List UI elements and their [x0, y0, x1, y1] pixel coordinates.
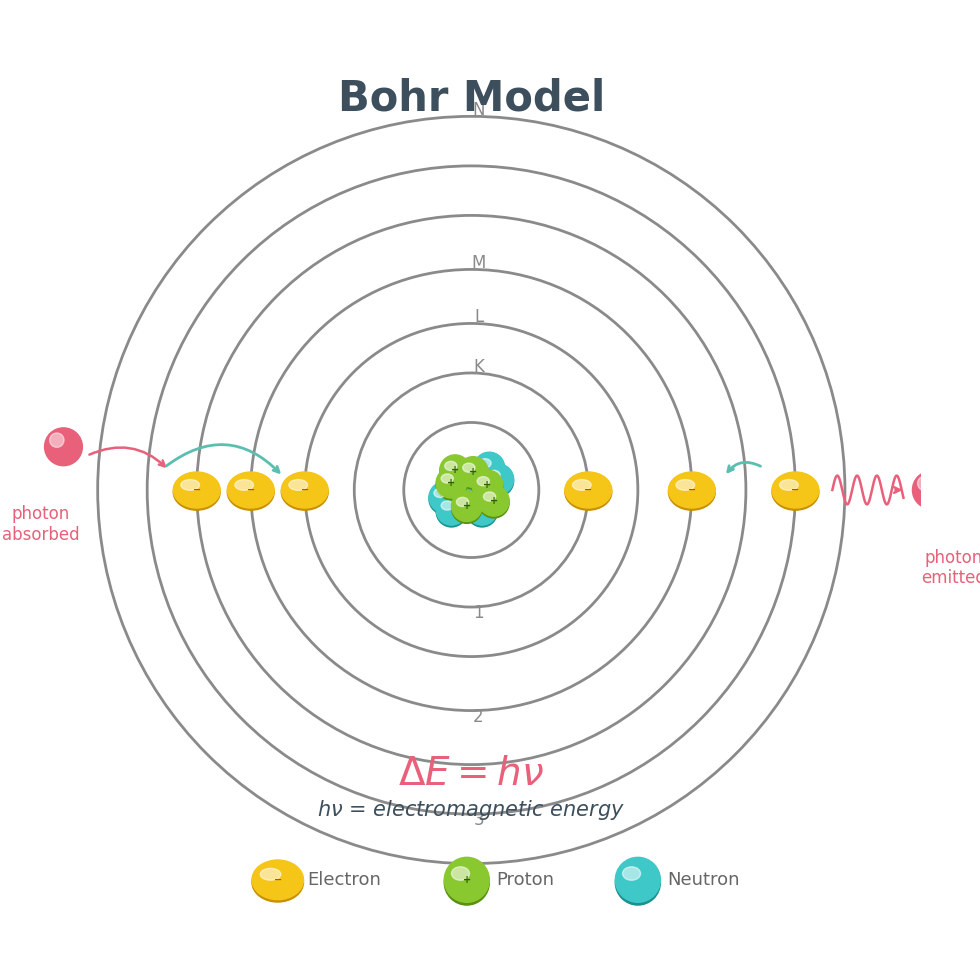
- Text: 2: 2: [473, 708, 484, 726]
- Text: −: −: [301, 485, 309, 495]
- Text: L: L: [474, 308, 483, 326]
- Ellipse shape: [235, 479, 254, 490]
- Ellipse shape: [472, 472, 503, 503]
- Text: photon
absorbed: photon absorbed: [2, 506, 79, 544]
- Ellipse shape: [454, 479, 465, 488]
- Text: 3: 3: [473, 811, 484, 829]
- Ellipse shape: [436, 495, 466, 525]
- Ellipse shape: [478, 487, 510, 518]
- Text: +: +: [448, 478, 456, 488]
- Ellipse shape: [440, 457, 470, 487]
- Ellipse shape: [252, 860, 304, 900]
- Ellipse shape: [483, 492, 496, 501]
- Ellipse shape: [463, 464, 475, 472]
- Ellipse shape: [444, 858, 489, 903]
- Ellipse shape: [436, 496, 466, 527]
- Text: Electron: Electron: [308, 871, 381, 889]
- Ellipse shape: [289, 479, 308, 490]
- Ellipse shape: [444, 860, 489, 906]
- Ellipse shape: [772, 472, 819, 508]
- Circle shape: [917, 476, 932, 491]
- Ellipse shape: [458, 459, 488, 489]
- Ellipse shape: [429, 484, 460, 514]
- Text: −: −: [584, 485, 592, 495]
- Text: +: +: [490, 496, 498, 506]
- Ellipse shape: [615, 858, 661, 903]
- Ellipse shape: [466, 495, 498, 525]
- Ellipse shape: [441, 474, 454, 483]
- Ellipse shape: [471, 501, 484, 511]
- Text: +: +: [451, 466, 460, 475]
- Text: $h\nu$ = electromagnetic energy: $h\nu$ = electromagnetic energy: [318, 798, 625, 821]
- Text: Neutron: Neutron: [667, 871, 740, 889]
- Text: +: +: [463, 501, 470, 512]
- Ellipse shape: [449, 474, 479, 506]
- Ellipse shape: [779, 479, 799, 490]
- Circle shape: [912, 471, 951, 509]
- Ellipse shape: [474, 454, 505, 485]
- Ellipse shape: [676, 479, 695, 490]
- Text: +: +: [463, 875, 470, 885]
- Ellipse shape: [668, 474, 715, 511]
- Ellipse shape: [429, 482, 460, 513]
- Ellipse shape: [477, 476, 489, 486]
- Ellipse shape: [441, 501, 454, 511]
- Ellipse shape: [472, 470, 503, 501]
- Ellipse shape: [180, 479, 200, 490]
- Ellipse shape: [227, 472, 274, 508]
- Ellipse shape: [572, 479, 591, 490]
- Ellipse shape: [173, 474, 220, 511]
- Ellipse shape: [227, 474, 274, 511]
- Text: K: K: [473, 358, 484, 375]
- Circle shape: [44, 428, 82, 466]
- Ellipse shape: [457, 497, 468, 507]
- Text: −: −: [273, 875, 282, 885]
- Text: M: M: [471, 254, 486, 272]
- Ellipse shape: [458, 457, 488, 487]
- Ellipse shape: [281, 472, 328, 508]
- Ellipse shape: [466, 496, 498, 527]
- Ellipse shape: [434, 488, 446, 498]
- Ellipse shape: [474, 452, 505, 483]
- Text: −: −: [193, 485, 201, 495]
- Ellipse shape: [449, 473, 479, 504]
- Ellipse shape: [252, 862, 304, 902]
- Ellipse shape: [452, 491, 482, 521]
- Text: photon
emitted: photon emitted: [921, 549, 980, 587]
- Ellipse shape: [452, 866, 469, 880]
- Text: −: −: [247, 485, 255, 495]
- Ellipse shape: [436, 467, 466, 498]
- Text: −: −: [688, 485, 696, 495]
- Ellipse shape: [281, 474, 328, 511]
- Ellipse shape: [564, 472, 612, 508]
- Ellipse shape: [615, 860, 661, 906]
- Ellipse shape: [436, 469, 466, 500]
- Ellipse shape: [564, 474, 612, 511]
- Ellipse shape: [483, 466, 514, 496]
- Ellipse shape: [479, 459, 491, 467]
- Ellipse shape: [668, 472, 715, 508]
- Circle shape: [50, 433, 64, 447]
- Ellipse shape: [445, 462, 457, 470]
- Text: +: +: [483, 480, 492, 491]
- Text: 1: 1: [473, 605, 484, 622]
- Ellipse shape: [772, 474, 819, 511]
- Ellipse shape: [488, 470, 500, 479]
- Text: Proton: Proton: [497, 871, 555, 889]
- Ellipse shape: [478, 485, 510, 516]
- Ellipse shape: [261, 868, 281, 880]
- Text: 4: 4: [473, 860, 484, 879]
- Ellipse shape: [483, 464, 514, 495]
- Ellipse shape: [173, 472, 220, 508]
- Ellipse shape: [452, 493, 482, 523]
- Text: Bohr Model: Bohr Model: [338, 77, 605, 120]
- Text: +: +: [469, 467, 477, 477]
- Text: N: N: [472, 101, 485, 120]
- Ellipse shape: [622, 866, 641, 880]
- Ellipse shape: [440, 455, 470, 485]
- Text: −: −: [792, 485, 800, 495]
- Text: $\mathit{\Delta E = h\nu}$: $\mathit{\Delta E = h\nu}$: [398, 755, 545, 793]
